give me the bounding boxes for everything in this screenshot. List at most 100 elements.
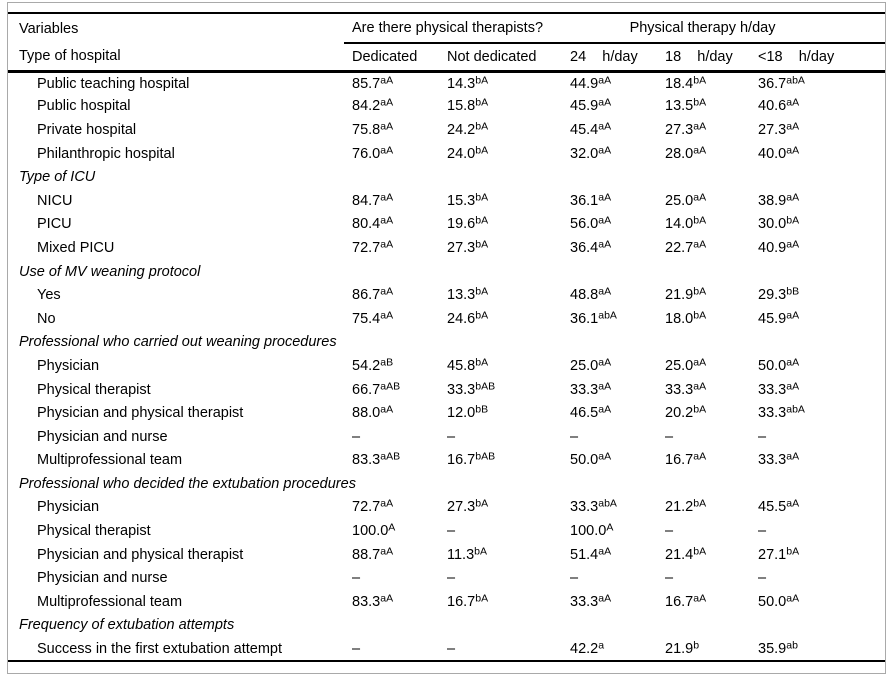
row-label: Yes xyxy=(37,287,61,304)
row-label: Physical therapist xyxy=(37,523,151,540)
value-cell: 72.7aA xyxy=(352,497,394,516)
significance-superscript: aA xyxy=(380,403,394,416)
value-cell: 36.4aA xyxy=(570,238,612,256)
value-cell: 75.8aA xyxy=(352,120,394,138)
section-row: Frequency of extubation attempts xyxy=(8,614,885,638)
section-label: Professional who carried out weaning pro… xyxy=(19,334,337,351)
value-cell xyxy=(344,614,439,638)
value-cell: 33.3abA xyxy=(570,497,617,516)
value-cell: 24.0bA xyxy=(447,144,489,162)
value-cell: 66.7aAB xyxy=(352,380,401,398)
significance-superscript: aA xyxy=(598,74,612,87)
significance-superscript: aA xyxy=(786,309,800,322)
row-label: NICU xyxy=(37,192,73,209)
value-cell: 21.2bA xyxy=(665,497,707,516)
value-cell: 36.7abA xyxy=(758,74,805,92)
value-cell: – xyxy=(665,570,674,587)
data-row: Physician and physical therapist 88.7aA 11… xyxy=(8,543,885,567)
value-cell: 33.3aA xyxy=(570,592,612,610)
value-cell: – xyxy=(447,428,456,445)
data-row: Mixed PICU 72.7aA 27.3bA 36.4aA 22.7aA 40.9aA xyxy=(8,236,885,260)
value-cell: 50.0aA xyxy=(758,592,800,610)
value-cell xyxy=(439,165,562,189)
value-cell: 22.7aA xyxy=(665,238,707,256)
value-cell xyxy=(657,260,750,284)
significance-superscript: aA xyxy=(380,592,394,605)
significance-superscript: bA xyxy=(475,592,489,605)
value-cell xyxy=(344,331,439,355)
value-cell: 72.7aA xyxy=(352,238,394,256)
value-cell xyxy=(439,472,562,496)
significance-superscript: aA xyxy=(380,191,394,204)
value-cell: 13.5bA xyxy=(665,96,707,115)
value-cell xyxy=(344,260,439,284)
value-cell: 29.3bB xyxy=(758,285,800,304)
significance-superscript: bA xyxy=(693,403,707,416)
data-row: NICU 84.7aA 15.3bA 36.1aA 25.0aA 38.9aA xyxy=(8,189,885,213)
value-cell: 27.1bA xyxy=(758,545,800,563)
value-cell: 56.0aA xyxy=(570,214,612,233)
value-cell: 28.0aA xyxy=(665,144,707,162)
significance-superscript: aA xyxy=(598,120,612,133)
significance-superscript: bA xyxy=(475,191,489,204)
value-cell: 83.3aA xyxy=(352,592,394,610)
value-cell: – xyxy=(665,523,674,540)
significance-superscript: aB xyxy=(380,356,394,369)
significance-superscript: aA xyxy=(786,356,800,369)
value-cell: 12.0bB xyxy=(447,403,489,422)
significance-superscript: aA xyxy=(598,144,612,157)
row-label: Physician xyxy=(37,357,100,374)
value-cell xyxy=(657,614,750,638)
significance-superscript: aA xyxy=(693,450,707,463)
value-cell: 11.3bA xyxy=(447,545,487,563)
table-frame: Variables Are there physical therapists?… xyxy=(7,2,886,674)
significance-superscript: bA xyxy=(475,214,489,227)
value-cell: 35.9ab xyxy=(750,637,885,662)
value-cell xyxy=(439,614,562,638)
data-row: Philanthropic hospital 76.0aA 24.0bA 32.0aA… xyxy=(8,142,885,166)
value-cell: 45.8bA xyxy=(447,356,489,374)
value-cell: 38.9aA xyxy=(758,191,800,209)
value-cell: 42.2a xyxy=(562,637,658,662)
significance-superscript: aA xyxy=(380,309,394,322)
section-row: Professional who decided the extubation … xyxy=(8,472,885,496)
significance-superscript: bA xyxy=(475,96,489,109)
value-cell: 86.7aA xyxy=(352,285,394,304)
value-cell: 83.3aAB xyxy=(352,450,401,469)
significance-superscript: bA xyxy=(475,238,489,251)
value-cell xyxy=(750,472,885,496)
header-type-of-hospital: Type of hospital xyxy=(8,43,344,73)
value-cell: 27.3bA xyxy=(447,497,489,516)
section-label: Frequency of extubation attempts xyxy=(19,617,235,634)
header-columns-row: Type of hospital Dedicated Not dedicated… xyxy=(8,43,885,73)
value-cell: 50.0aA xyxy=(570,450,612,469)
data-row: Public hospital 84.2aA 15.8bA 45.9aA 13.5bA 4… xyxy=(8,95,885,119)
significance-superscript: aA xyxy=(693,191,707,204)
significance-superscript: bA xyxy=(786,214,800,227)
data-row: Private hospital 75.8aA 24.2bA 45.4aA 27.3aA… xyxy=(8,118,885,142)
value-cell: 14.3bA xyxy=(447,74,489,92)
significance-superscript: bA xyxy=(474,545,487,558)
value-cell: 76.0aA xyxy=(352,144,394,162)
row-label: Multiprofessional team xyxy=(37,452,183,469)
value-cell: 32.0aA xyxy=(570,144,612,162)
value-cell: – xyxy=(352,428,361,445)
value-cell: 18.0bA xyxy=(665,309,707,327)
value-cell xyxy=(750,331,885,355)
significance-superscript: abA xyxy=(598,497,617,510)
row-label: Mixed PICU xyxy=(37,239,115,256)
value-cell: 27.3aA xyxy=(665,120,707,138)
value-cell: 33.3abA xyxy=(758,403,805,422)
significance-superscript: bA xyxy=(693,545,707,558)
value-cell: 20.2bA xyxy=(665,403,707,422)
value-cell xyxy=(750,614,885,638)
value-cell: 80.4aA xyxy=(352,214,394,233)
value-cell: 18.4bA xyxy=(665,74,707,92)
significance-superscript: abA xyxy=(598,309,617,322)
significance-superscript: bA xyxy=(693,74,707,87)
significance-superscript: aA xyxy=(598,403,612,416)
significance-superscript: bAB xyxy=(475,380,496,393)
significance-superscript: aA xyxy=(380,74,394,87)
value-cell xyxy=(562,165,657,189)
value-cell: 54.2aB xyxy=(352,356,394,374)
